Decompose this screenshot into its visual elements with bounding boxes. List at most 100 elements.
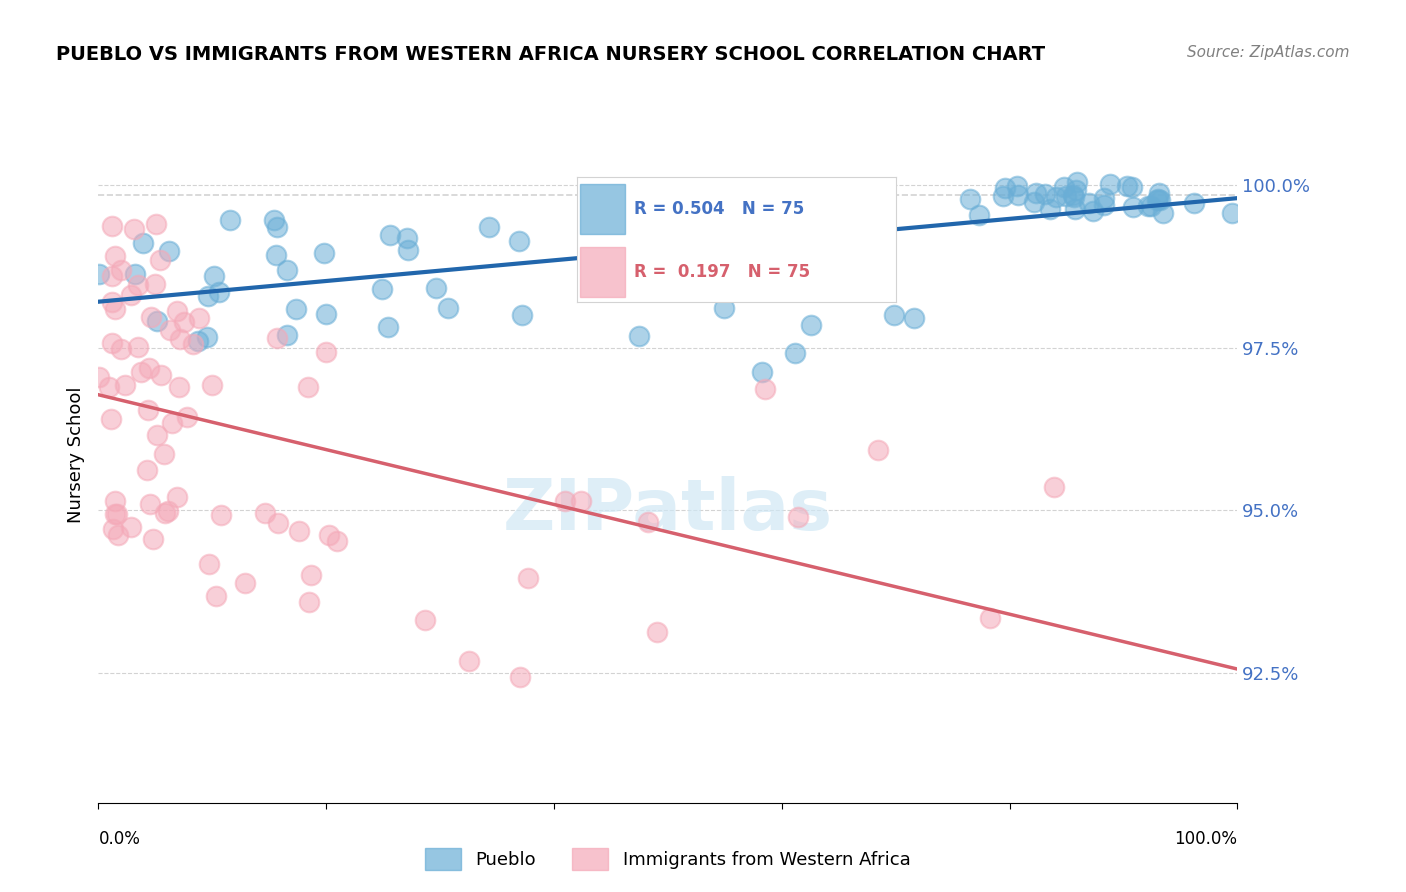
Point <box>1098 177 1121 191</box>
Point <box>104 302 127 317</box>
Point <box>139 310 162 325</box>
Point <box>991 189 1014 203</box>
Point <box>201 377 224 392</box>
Point <box>751 365 773 379</box>
Point <box>1146 193 1168 207</box>
Point <box>510 309 533 323</box>
Point <box>1039 202 1062 216</box>
Point <box>370 282 392 296</box>
Point <box>254 506 277 520</box>
Y-axis label: Nursery School: Nursery School <box>66 386 84 524</box>
Point <box>478 219 501 234</box>
Point <box>167 379 190 393</box>
Point <box>205 589 228 603</box>
Point <box>145 217 167 231</box>
Point <box>1081 203 1104 218</box>
Point <box>89 267 111 281</box>
Point <box>326 534 349 549</box>
Point <box>187 334 209 349</box>
Point <box>1220 206 1243 220</box>
Point <box>554 493 576 508</box>
Point <box>136 463 159 477</box>
Point <box>208 285 231 299</box>
Point <box>979 611 1001 625</box>
Point <box>198 557 221 571</box>
Point <box>103 522 125 536</box>
Point <box>1054 188 1077 202</box>
Point <box>169 332 191 346</box>
Point <box>100 336 122 351</box>
Point <box>1053 179 1076 194</box>
Point <box>395 231 418 245</box>
Point <box>104 494 127 508</box>
Point <box>264 248 287 262</box>
Point <box>315 307 337 321</box>
Point <box>714 192 737 206</box>
Point <box>107 528 129 542</box>
Point <box>1140 199 1163 213</box>
Point <box>1147 192 1170 206</box>
Point <box>267 516 290 530</box>
Point <box>197 289 219 303</box>
Point <box>129 365 152 379</box>
Point <box>266 331 288 345</box>
Point <box>156 504 179 518</box>
Point <box>1115 179 1137 194</box>
Point <box>211 508 233 523</box>
Point <box>1064 202 1087 216</box>
Point <box>181 336 204 351</box>
Point <box>1092 191 1115 205</box>
Point <box>288 524 311 539</box>
Text: 100.0%: 100.0% <box>1174 830 1237 847</box>
Point <box>100 411 122 425</box>
Point <box>783 345 806 359</box>
Point <box>508 235 530 249</box>
Point <box>89 370 111 384</box>
Point <box>380 227 402 242</box>
Point <box>993 181 1015 195</box>
Point <box>127 339 149 353</box>
Point <box>1063 190 1085 204</box>
Point <box>298 595 321 609</box>
Point <box>1147 186 1170 201</box>
Point <box>1184 195 1206 210</box>
Point <box>1025 186 1047 201</box>
Point <box>219 212 242 227</box>
Point <box>734 244 756 259</box>
Point <box>425 281 447 295</box>
Point <box>195 330 218 344</box>
Point <box>153 506 176 520</box>
Point <box>299 567 322 582</box>
Point <box>786 265 808 279</box>
Point <box>136 403 159 417</box>
Point <box>396 243 419 257</box>
Point <box>959 192 981 206</box>
Point <box>263 212 285 227</box>
Point <box>297 380 319 394</box>
Point <box>713 301 735 315</box>
Point <box>883 308 905 322</box>
Point <box>110 343 132 357</box>
Point <box>1066 175 1088 189</box>
Point <box>315 344 337 359</box>
Point <box>377 319 399 334</box>
Point <box>120 288 142 302</box>
Point <box>104 248 127 262</box>
Point <box>105 507 128 521</box>
Point <box>1007 188 1029 202</box>
Point <box>1062 188 1084 202</box>
Text: ZIPatlas: ZIPatlas <box>503 476 832 545</box>
Text: 0.0%: 0.0% <box>98 830 141 847</box>
Point <box>127 277 149 292</box>
Point <box>202 269 225 284</box>
Point <box>166 304 188 318</box>
Point <box>592 247 614 261</box>
Point <box>1149 194 1171 208</box>
Point <box>110 263 132 277</box>
Point <box>235 576 257 591</box>
Point <box>138 361 160 376</box>
Point <box>1152 206 1174 220</box>
Point <box>967 208 990 222</box>
Point <box>132 235 155 250</box>
Point <box>754 382 776 396</box>
